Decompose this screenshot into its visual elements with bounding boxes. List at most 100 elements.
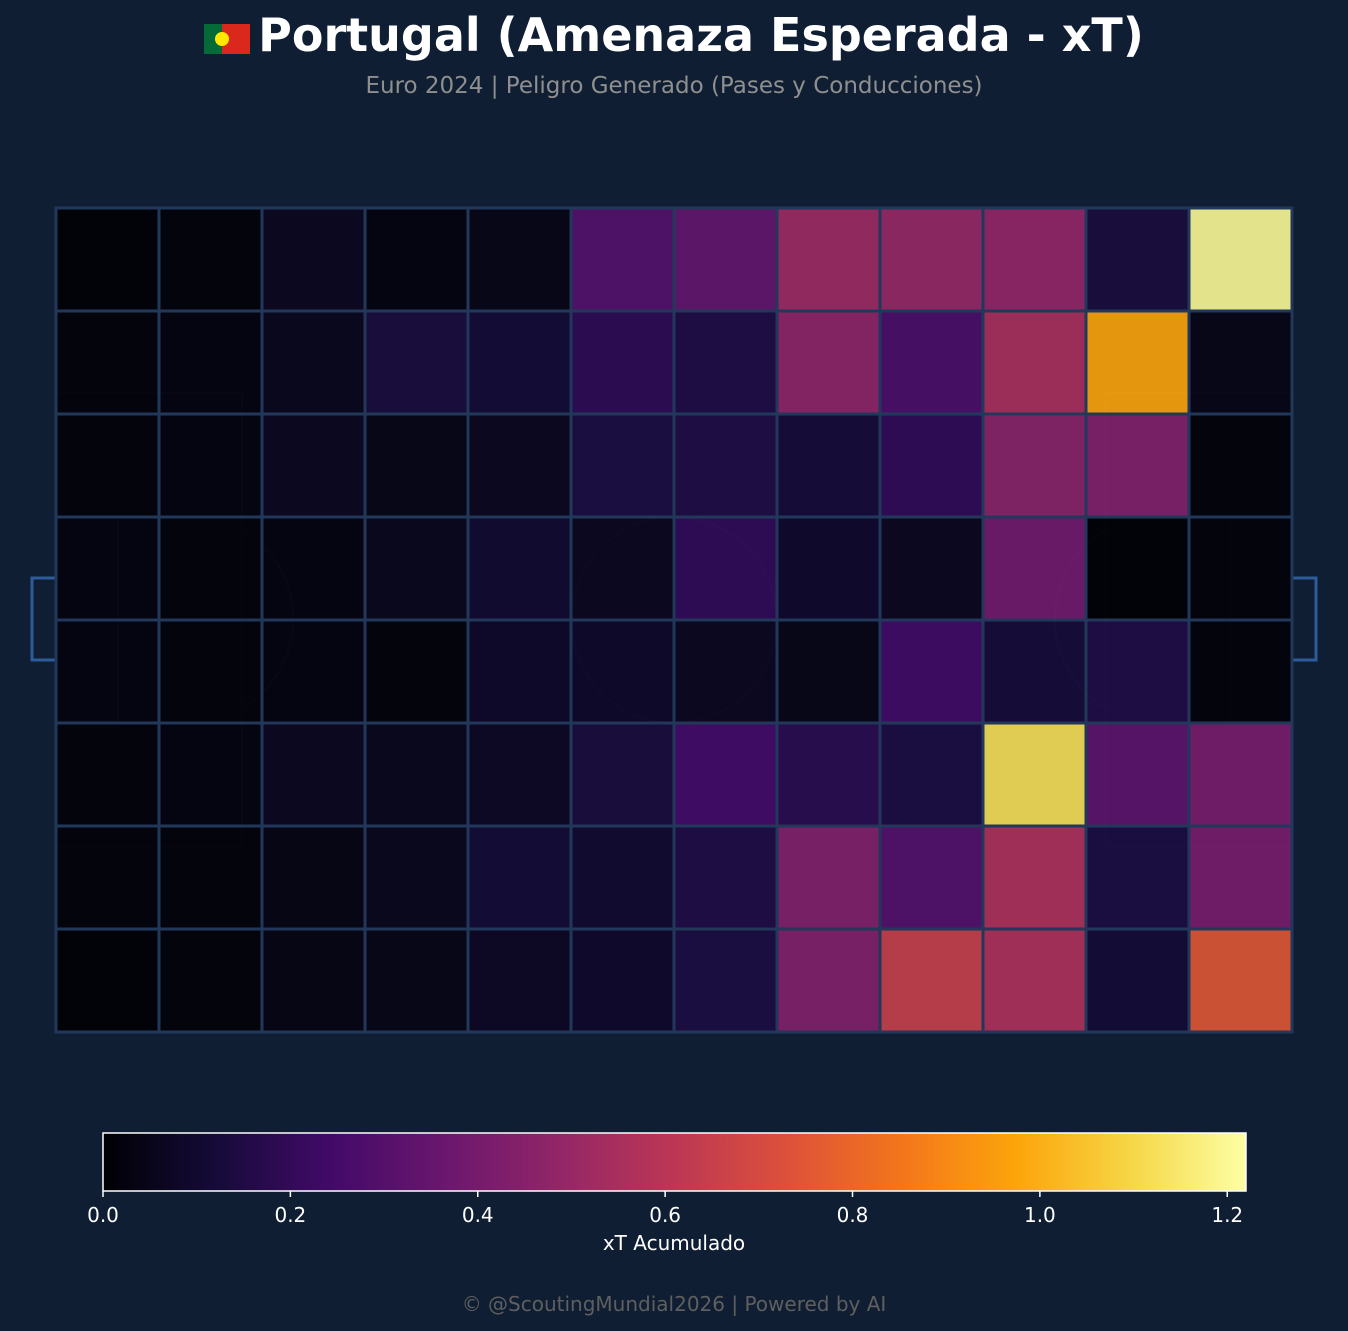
heatmap-cell (260, 927, 367, 1034)
heatmap-cell (260, 618, 367, 725)
heatmap-cell (878, 412, 985, 519)
heatmap-cell (775, 515, 882, 622)
heatmap-cell (878, 515, 985, 622)
heatmap-cell (1187, 515, 1294, 622)
colorbar: 0.0 0.2 0.4 0.6 0.8 1.0 1.2 (87, 1132, 1247, 1227)
heatmap-cell (157, 927, 264, 1034)
heatmap-cell (54, 618, 161, 725)
heatmap-cell (981, 412, 1088, 519)
heatmap-cell (157, 721, 264, 828)
colorbar-label: xT Acumulado (602, 1231, 746, 1255)
heatmap-cell (54, 824, 161, 931)
heatmap-cell (569, 618, 676, 725)
heatmap-cell (569, 309, 676, 416)
heatmap-cell (981, 824, 1088, 931)
heatmap-cell (363, 721, 470, 828)
heatmap-cell (981, 206, 1088, 313)
heatmap-cell (981, 721, 1088, 828)
heatmap-cell (157, 309, 264, 416)
heatmap-cell (1084, 206, 1191, 313)
colorbar-tick-label: 1.2 (1211, 1203, 1243, 1227)
heatmap-cell (672, 515, 779, 622)
heatmap-cell (54, 515, 161, 622)
heatmap-border (54, 206, 1294, 1034)
chart-title-text: Portugal (Amenaza Esperada - xT) (258, 8, 1144, 62)
heatmap-cell (775, 618, 882, 725)
heatmap-cell (260, 309, 367, 416)
heatmap-cell (1187, 618, 1294, 725)
heatmap-cell (363, 206, 470, 313)
footer-credit: © @ScoutingMundial2026 | Powered by AI (461, 1292, 887, 1316)
colorbar-gradient (102, 1132, 1247, 1192)
heatmap-cell (878, 721, 985, 828)
heatmap-cell (1084, 618, 1191, 725)
heatmap-cell (672, 309, 779, 416)
colorbar-tick-label: 0.0 (87, 1203, 119, 1227)
heatmap-cell (157, 824, 264, 931)
heatmap-cell (1187, 824, 1294, 931)
heatmap-cell (672, 412, 779, 519)
heatmap-cell (54, 206, 161, 313)
heatmap-cell (569, 206, 676, 313)
heatmap-cell (466, 309, 573, 416)
heatmap-cell (466, 206, 573, 313)
heatmap-cell (672, 206, 779, 313)
heatmap-cells (54, 206, 1294, 1034)
heatmap-cell (157, 206, 264, 313)
heatmap-cell (260, 824, 367, 931)
heatmap-cell (569, 824, 676, 931)
heatmap-cell (54, 927, 161, 1034)
heatmap-cell (1187, 927, 1294, 1034)
heatmap-cell (1084, 309, 1191, 416)
colorbar-tick-label: 0.2 (274, 1203, 306, 1227)
heatmap-cell (672, 721, 779, 828)
heatmap-cell (1187, 412, 1294, 519)
heatmap-cell (775, 824, 882, 931)
colorbar-tick-label: 1.0 (1024, 1203, 1056, 1227)
heatmap-cell (54, 412, 161, 519)
heatmap-cell (363, 412, 470, 519)
heatmap-cell (775, 412, 882, 519)
heatmap-cell (878, 618, 985, 725)
heatmap-cell (981, 618, 1088, 725)
heatmap-cell (1084, 412, 1191, 519)
heatmap-cell (672, 927, 779, 1034)
heatmap-cell (363, 927, 470, 1034)
heatmap-cell (672, 618, 779, 725)
heatmap-cell (157, 412, 264, 519)
heatmap-cell (569, 515, 676, 622)
heatmap-cell (1187, 206, 1294, 313)
heatmap-cell (1187, 309, 1294, 416)
heatmap-cell (878, 824, 985, 931)
chart-subtitle: Euro 2024 | Peligro Generado (Pases y Co… (365, 73, 983, 99)
left-goal (30, 576, 56, 662)
heatmap-cell (878, 206, 985, 313)
heatmap-cell (363, 618, 470, 725)
heatmap-cell (775, 721, 882, 828)
right-goal (1292, 576, 1318, 662)
heatmap-cell (157, 515, 264, 622)
heatmap-cell (260, 206, 367, 313)
heatmap-cell (569, 721, 676, 828)
heatmap-cell (878, 309, 985, 416)
heatmap-cell (363, 309, 470, 416)
heatmap-cell (569, 412, 676, 519)
heatmap-cell (775, 206, 882, 313)
heatmap-cell (466, 721, 573, 828)
flag-icon (204, 23, 251, 54)
heatmap-cell (981, 309, 1088, 416)
heatmap-cell (569, 927, 676, 1034)
heatmap-cell (466, 618, 573, 725)
heatmap-cell (260, 515, 367, 622)
heatmap-cell (363, 824, 470, 931)
chart-title: Portugal (Amenaza Esperada - xT) (0, 8, 1348, 62)
heatmap-cell (363, 515, 470, 622)
colorbar-tick-label: 0.6 (649, 1203, 681, 1227)
heatmap-cell (466, 927, 573, 1034)
colorbar-tick-label: 0.4 (462, 1203, 494, 1227)
heatmap-cell (981, 515, 1088, 622)
heatmap-cell (157, 618, 264, 725)
heatmap-cell (54, 309, 161, 416)
heatmap-cell (981, 927, 1088, 1034)
